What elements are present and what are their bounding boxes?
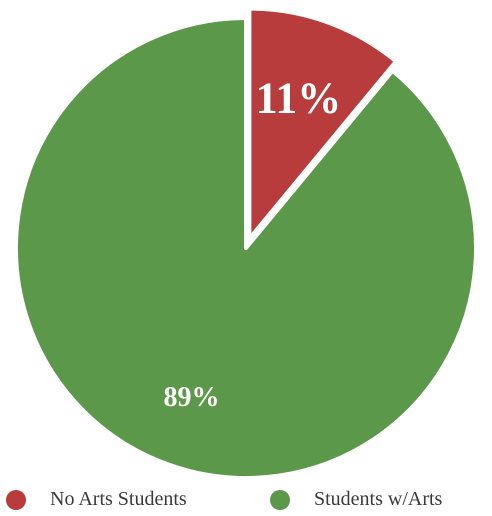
data-labels-group: 11% 89% [163,73,341,413]
legend-item-students-arts: Students w/Arts [270,488,442,511]
data-label-no-arts: 11% [256,73,342,122]
slice-no-arts [247,6,398,241]
pie-plot-area: 11% 89% [14,6,478,480]
legend-item-no-arts: No Arts Students [6,488,187,511]
legend-label-students-arts: Students w/Arts [314,488,443,510]
legend-label-no-arts: No Arts Students [50,488,187,510]
legend-swatch-no-arts [6,489,26,510]
data-label-students-arts: 89% [163,382,219,413]
slices-group [14,6,478,480]
slice-students-arts [14,16,478,480]
legend: No Arts Students Students w/Arts [0,482,492,516]
legend-swatch-students-arts [270,489,290,510]
